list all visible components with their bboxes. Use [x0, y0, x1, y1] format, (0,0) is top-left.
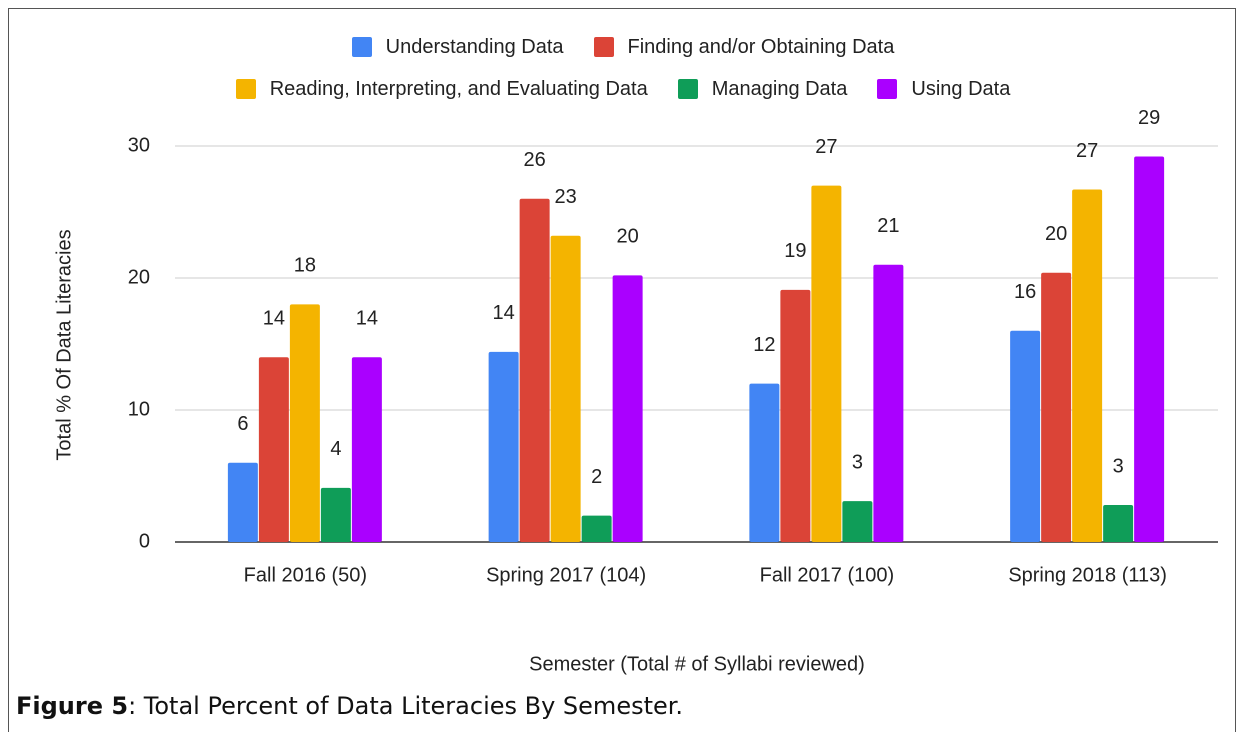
data-label: 14 — [493, 302, 515, 324]
bar — [581, 515, 612, 542]
data-label: 27 — [1076, 140, 1098, 162]
bar — [749, 383, 780, 542]
legend-label: Reading, Interpreting, and Evaluating Da… — [269, 77, 648, 100]
data-label: 18 — [294, 255, 316, 277]
frame — [8, 8, 1236, 732]
legend-item: Managing Data — [677, 74, 848, 104]
legend-swatch — [235, 79, 256, 99]
x-axis-title: Semester (Total # of Syllabi reviewed) — [529, 653, 865, 675]
legend-item: Reading, Interpreting, and Evaluating Da… — [235, 74, 648, 104]
data-label: 3 — [1113, 455, 1124, 477]
bar — [780, 289, 811, 542]
legend-item: Finding and/or Obtaining Data — [593, 32, 895, 62]
legend-swatch — [877, 79, 898, 99]
data-label: 20 — [1045, 223, 1067, 245]
data-label: 29 — [1138, 107, 1160, 129]
bar — [1103, 505, 1134, 542]
bar — [811, 185, 842, 542]
bar — [1041, 272, 1072, 542]
caption-text: : Total Percent of Data Literacies By Se… — [128, 692, 684, 720]
bar — [612, 275, 643, 542]
bar — [550, 235, 581, 542]
bar — [320, 487, 351, 542]
legend-swatch — [351, 37, 372, 57]
data-label: 2 — [591, 466, 602, 488]
x-tick-label: Spring 2018 (113) — [1008, 564, 1167, 586]
legend-label: Managing Data — [711, 77, 848, 100]
data-label: 23 — [555, 186, 577, 208]
legend-item: Understanding Data — [351, 32, 564, 62]
data-label: 14 — [263, 307, 285, 329]
bar — [488, 351, 519, 542]
y-axis-title: Total % Of Data Literacies — [53, 229, 75, 460]
bar — [227, 462, 258, 542]
legend-items: Understanding Data Finding and/or Obtaini… — [193, 32, 1053, 104]
bar — [258, 357, 289, 542]
bar — [842, 501, 873, 542]
caption-label: Figure 5 — [16, 692, 129, 720]
data-label: 14 — [356, 307, 378, 329]
legend-swatch — [677, 79, 698, 99]
data-label: 26 — [524, 149, 546, 171]
data-label: 21 — [877, 215, 899, 237]
y-tick-label: 0 — [139, 530, 150, 552]
data-label: 16 — [1014, 281, 1036, 303]
y-tick-label: 10 — [128, 398, 150, 420]
bar — [351, 357, 382, 542]
legend-label: Finding and/or Obtaining Data — [627, 35, 895, 58]
data-label: 20 — [617, 226, 639, 248]
legend: Understanding Data Finding and/or Obtaini… — [0, 32, 1246, 104]
y-tick-label: 20 — [128, 266, 150, 288]
data-label: 4 — [330, 438, 341, 460]
bar — [873, 264, 904, 542]
data-label: 19 — [784, 240, 806, 262]
legend-label: Understanding Data — [385, 35, 564, 58]
bar — [519, 198, 550, 543]
bar — [1072, 189, 1103, 542]
legend-swatch — [593, 37, 614, 57]
x-tick-label: Spring 2017 (104) — [486, 564, 646, 586]
data-label: 3 — [852, 451, 863, 473]
x-tick-label: Fall 2017 (100) — [760, 564, 895, 586]
bar — [289, 304, 320, 542]
legend-item: Using Data — [877, 74, 1010, 104]
x-tick-label: Fall 2016 (50) — [244, 564, 367, 586]
data-label: 27 — [815, 136, 837, 158]
data-label: 12 — [753, 334, 775, 356]
y-tick-label: 30 — [128, 134, 150, 156]
data-label: 6 — [237, 413, 248, 435]
bar — [1010, 330, 1041, 542]
legend-label: Using Data — [911, 77, 1011, 100]
bar — [1134, 156, 1165, 542]
caption: Figure 5: Total Percent of Data Literaci… — [16, 692, 683, 720]
